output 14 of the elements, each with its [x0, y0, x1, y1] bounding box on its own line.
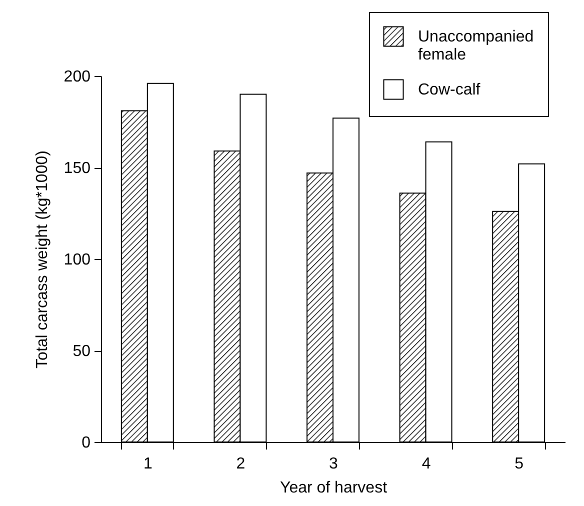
legend-label: Cow-calf: [418, 82, 481, 98]
legend-label: Unaccompanied female: [418, 28, 534, 64]
x-axis-title: Year of harvest: [280, 480, 388, 496]
x-tick-label: 5: [514, 456, 524, 472]
y-tick-label: 0: [82, 434, 91, 452]
y-axis-title: Total carcass weight (kg*1000): [34, 150, 51, 368]
x-tick-label: 2: [236, 456, 246, 472]
y-tick-label: 100: [64, 252, 91, 268]
x-tick-label: 4: [422, 456, 431, 472]
y-tick-label: 50: [72, 343, 91, 360]
y-tick-label: 200: [64, 68, 91, 86]
y-tick-label: 150: [64, 160, 91, 177]
x-tick-label: 1: [143, 456, 152, 472]
x-tick-label: 3: [329, 456, 338, 472]
